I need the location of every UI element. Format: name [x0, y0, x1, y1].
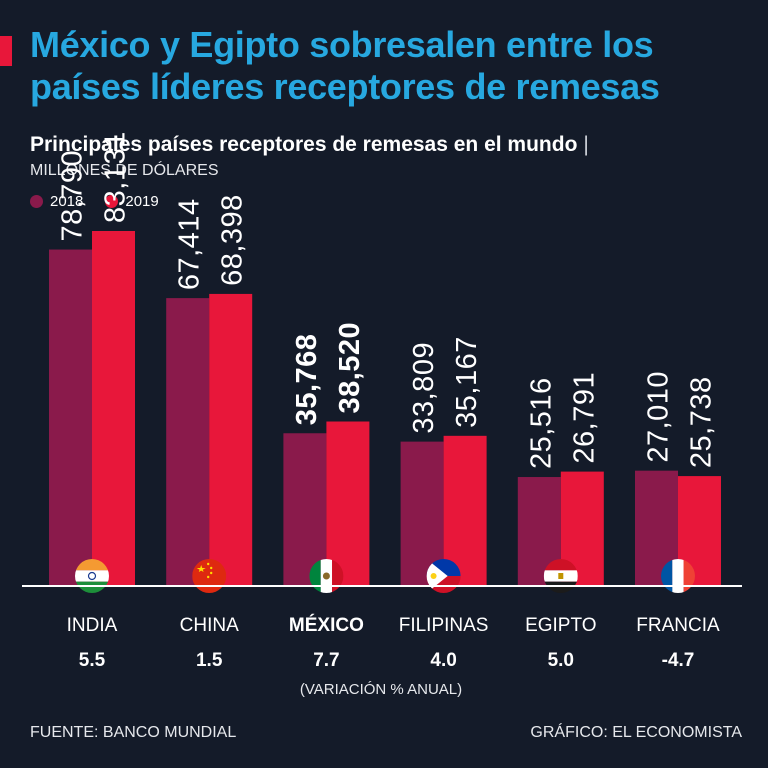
value-label-2018-5: 25,516	[525, 377, 557, 469]
source-label: FUENTE: BANCO MUNDIAL	[30, 724, 237, 741]
units-label: MILLONES DE DÓLARES	[30, 162, 219, 179]
headline: México y Egipto sobresalen entre los paí…	[30, 24, 660, 107]
variation-caption: (VARIACIÓN % ANUAL)	[300, 681, 462, 698]
legend: 2018 2019	[30, 193, 181, 210]
variation-value-2: 1.5	[196, 650, 223, 671]
flag-philippines-icon	[426, 559, 461, 593]
subtitle-separator: |	[583, 133, 589, 156]
variation-value-5: 5.0	[548, 650, 574, 671]
category-label-5: EGIPTO	[525, 615, 596, 636]
legend-swatch-2018	[30, 195, 43, 208]
variation-value-4: 4.0	[430, 650, 456, 671]
value-label-2019-1: 83,131	[100, 131, 132, 223]
value-label-2019-3: 38,520	[334, 322, 366, 414]
flag-france-icon	[661, 559, 695, 593]
category-label-3: MÉXICO	[289, 614, 364, 636]
value-label-2018-4: 33,809	[408, 342, 440, 434]
flag-china-icon	[192, 559, 227, 593]
credit-label: GRÁFICO: EL ECONOMISTA	[530, 724, 742, 741]
value-label-2019-6: 25,738	[686, 376, 718, 468]
value-label-2019-5: 26,791	[568, 372, 600, 464]
value-label-2018-2: 67,414	[174, 198, 206, 290]
flag-egypt-icon	[543, 559, 578, 593]
bar-2019-3	[326, 421, 370, 586]
value-label-2018-1: 78,790	[57, 150, 89, 242]
value-label-2018-3: 35,768	[291, 334, 323, 426]
category-label-2: CHINA	[180, 615, 239, 636]
bar-2019-2	[209, 293, 253, 586]
flag-india-icon	[75, 559, 109, 593]
variation-value-1: 5.5	[79, 650, 106, 671]
bar-2019-1	[92, 231, 135, 586]
variation-value-6: -4.7	[662, 650, 695, 671]
category-label-4: FILIPINAS	[399, 615, 489, 636]
category-label-6: FRANCIA	[636, 615, 720, 636]
legend-label-2018: 2018	[50, 193, 84, 210]
legend-label-2019: 2019	[125, 193, 159, 210]
legend-item-2019: 2019	[105, 193, 159, 210]
variation-value-3: 7.7	[313, 650, 339, 671]
category-label-1: INDIA	[67, 615, 118, 636]
legend-swatch-2019	[105, 195, 119, 208]
bar-2018-1	[49, 249, 92, 587]
bar-2018-3	[283, 433, 327, 586]
accent-bar	[0, 36, 12, 66]
chart-subtitle-text: Principales países receptores de remesas…	[30, 133, 578, 156]
bar-2018-2	[166, 298, 210, 586]
flag-mexico-icon	[309, 559, 344, 593]
chart-subtitle: Principales países receptores de remesas…	[30, 133, 589, 157]
legend-item-2018: 2018	[30, 193, 83, 210]
value-label-2019-4: 35,167	[451, 336, 483, 428]
value-label-2019-2: 68,398	[217, 194, 249, 286]
value-label-2018-6: 27,010	[643, 371, 675, 463]
